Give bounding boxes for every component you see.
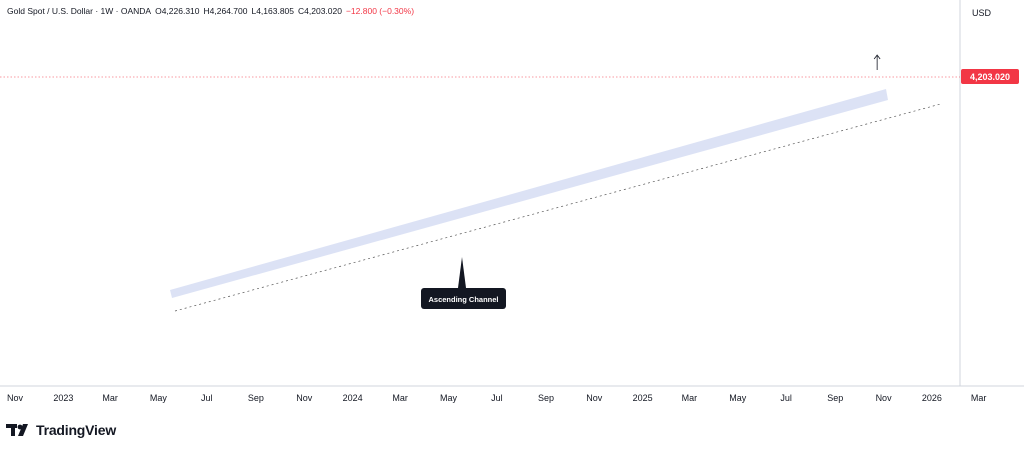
- high-value: H4,264.700: [203, 6, 248, 16]
- currency-label[interactable]: USD: [972, 8, 992, 18]
- x-tick-label: 2025: [633, 393, 653, 403]
- x-tick-label: 2023: [53, 393, 73, 403]
- x-tick-label: Nov: [586, 393, 603, 403]
- x-tick-label: Nov: [7, 393, 24, 403]
- x-tick-label: Mar: [682, 393, 698, 403]
- callout-pointer: [458, 257, 466, 288]
- x-tick-label: 2026: [922, 393, 942, 403]
- plot-area[interactable]: [0, 0, 960, 386]
- up-arrow-head: [873, 54, 881, 60]
- ascending-channel-callout[interactable]: Ascending Channel: [421, 257, 506, 309]
- x-tick-label: Mar: [392, 393, 408, 403]
- symbol-header: Gold Spot / U.S. Dollar · 1W · OANDA O4,…: [7, 6, 414, 16]
- brand-logo: TradingView: [6, 422, 116, 438]
- channel-layer: [170, 89, 941, 312]
- x-tick-label: Sep: [538, 393, 554, 403]
- x-tick-label: Nov: [296, 393, 313, 403]
- candles-layer: [873, 54, 881, 70]
- x-tick-label: May: [150, 393, 168, 403]
- brand-name: TradingView: [36, 422, 117, 438]
- symbol-title[interactable]: Gold Spot / U.S. Dollar · 1W · OANDA: [7, 6, 152, 16]
- x-tick-label: 2024: [343, 393, 363, 403]
- callout-label: Ascending Channel: [428, 295, 498, 304]
- time-axis[interactable]: Nov 2023 Mar May Jul Sep Nov 2024 Mar May Jul Sep No…: [7, 393, 986, 403]
- x-tick-label: Nov: [876, 393, 893, 403]
- x-tick-label: Sep: [827, 393, 843, 403]
- close-value: C4,203.020: [298, 6, 342, 16]
- change-value: −12.800 (−0.30%): [345, 6, 415, 16]
- channel-highlight-band: [170, 89, 888, 298]
- x-tick-label: May: [440, 393, 458, 403]
- x-tick-label: Jul: [780, 393, 792, 403]
- tradingview-logo-icon: [6, 424, 28, 436]
- x-tick-label: Mar: [971, 393, 987, 403]
- x-tick-label: Jul: [201, 393, 213, 403]
- x-tick-label: Jul: [491, 393, 503, 403]
- open-value: O4,226.310: [155, 6, 200, 16]
- low-value: L4,163.805: [251, 6, 295, 16]
- callout-box: [421, 288, 506, 309]
- last-price-badge: 4,203.020: [961, 69, 1019, 84]
- last-price-label: 4,203.020: [970, 72, 1010, 82]
- x-tick-label: Sep: [248, 393, 264, 403]
- x-tick-label: Mar: [102, 393, 118, 403]
- channel-inner-dashed-line: [174, 103, 941, 312]
- x-tick-label: May: [729, 393, 747, 403]
